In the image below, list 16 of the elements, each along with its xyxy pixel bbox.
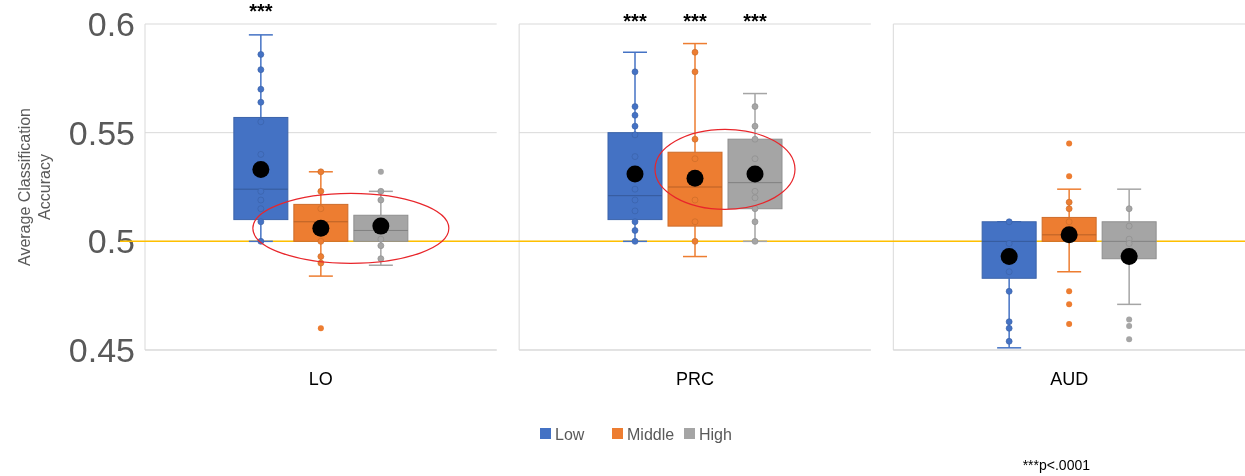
legend-label: Low: [555, 425, 585, 443]
x-tick-label: PRC: [675, 369, 715, 389]
y-tick-label: 0.45: [68, 330, 135, 369]
x-tick-label: LO: [308, 369, 333, 389]
y-tick-label: 0.6: [87, 4, 135, 43]
y-tick-label: 0.55: [68, 113, 135, 152]
annotation: ***: [683, 10, 707, 32]
y-axis-title: Average Classification Accuracy: [16, 107, 53, 267]
annotation: ***: [743, 10, 767, 32]
x-tick-label: AUD: [1050, 369, 1089, 389]
text: ***: [249, 0, 273, 22]
text: ***p<.0001: [1022, 457, 1091, 473]
legend-label: High: [699, 425, 732, 443]
y-tick-label: 0.5: [87, 222, 135, 261]
annotation: ***: [623, 10, 647, 32]
legend-label: Middle: [627, 425, 675, 443]
